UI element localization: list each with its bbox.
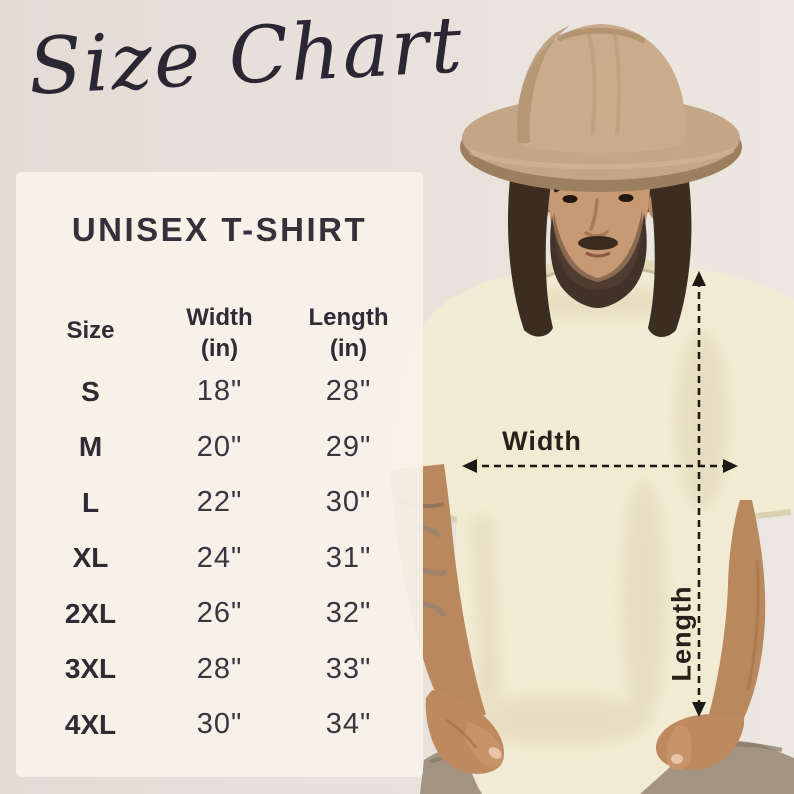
table-header-row: Size Width (in) Length (in): [26, 280, 413, 364]
fedora-hat: [460, 24, 742, 192]
right-hand: [656, 713, 744, 771]
length-measure-label: Length: [666, 585, 697, 682]
size-table-panel: UNISEX T-SHIRT Size Width (in) Length (i…: [16, 172, 423, 777]
left-hand: [425, 690, 505, 774]
table-row: XL 24" 31": [72, 541, 372, 574]
beard: [550, 213, 647, 308]
table-row: L 22" 30": [81, 486, 372, 519]
column-header-width: Width (in): [186, 304, 253, 362]
column-header-length: Length (in): [308, 304, 389, 362]
width-measure-label: Width: [502, 426, 582, 456]
table-row: 3XL 28" 33": [64, 652, 372, 685]
table-heading: UNISEX T-SHIRT: [71, 211, 368, 248]
hair: [508, 162, 553, 337]
column-header-size: Size: [66, 317, 115, 344]
table-row: S 18" 28": [81, 375, 372, 408]
table-body: S 18" 28" M 20" 29" L 22" 30" XL 24" 31"…: [26, 364, 413, 753]
right-forearm: [700, 500, 766, 745]
table-row: M 20" 29": [78, 430, 372, 463]
table-row: 2XL 26" 32": [64, 597, 372, 630]
table-row: 4XL 30" 34": [64, 708, 372, 741]
